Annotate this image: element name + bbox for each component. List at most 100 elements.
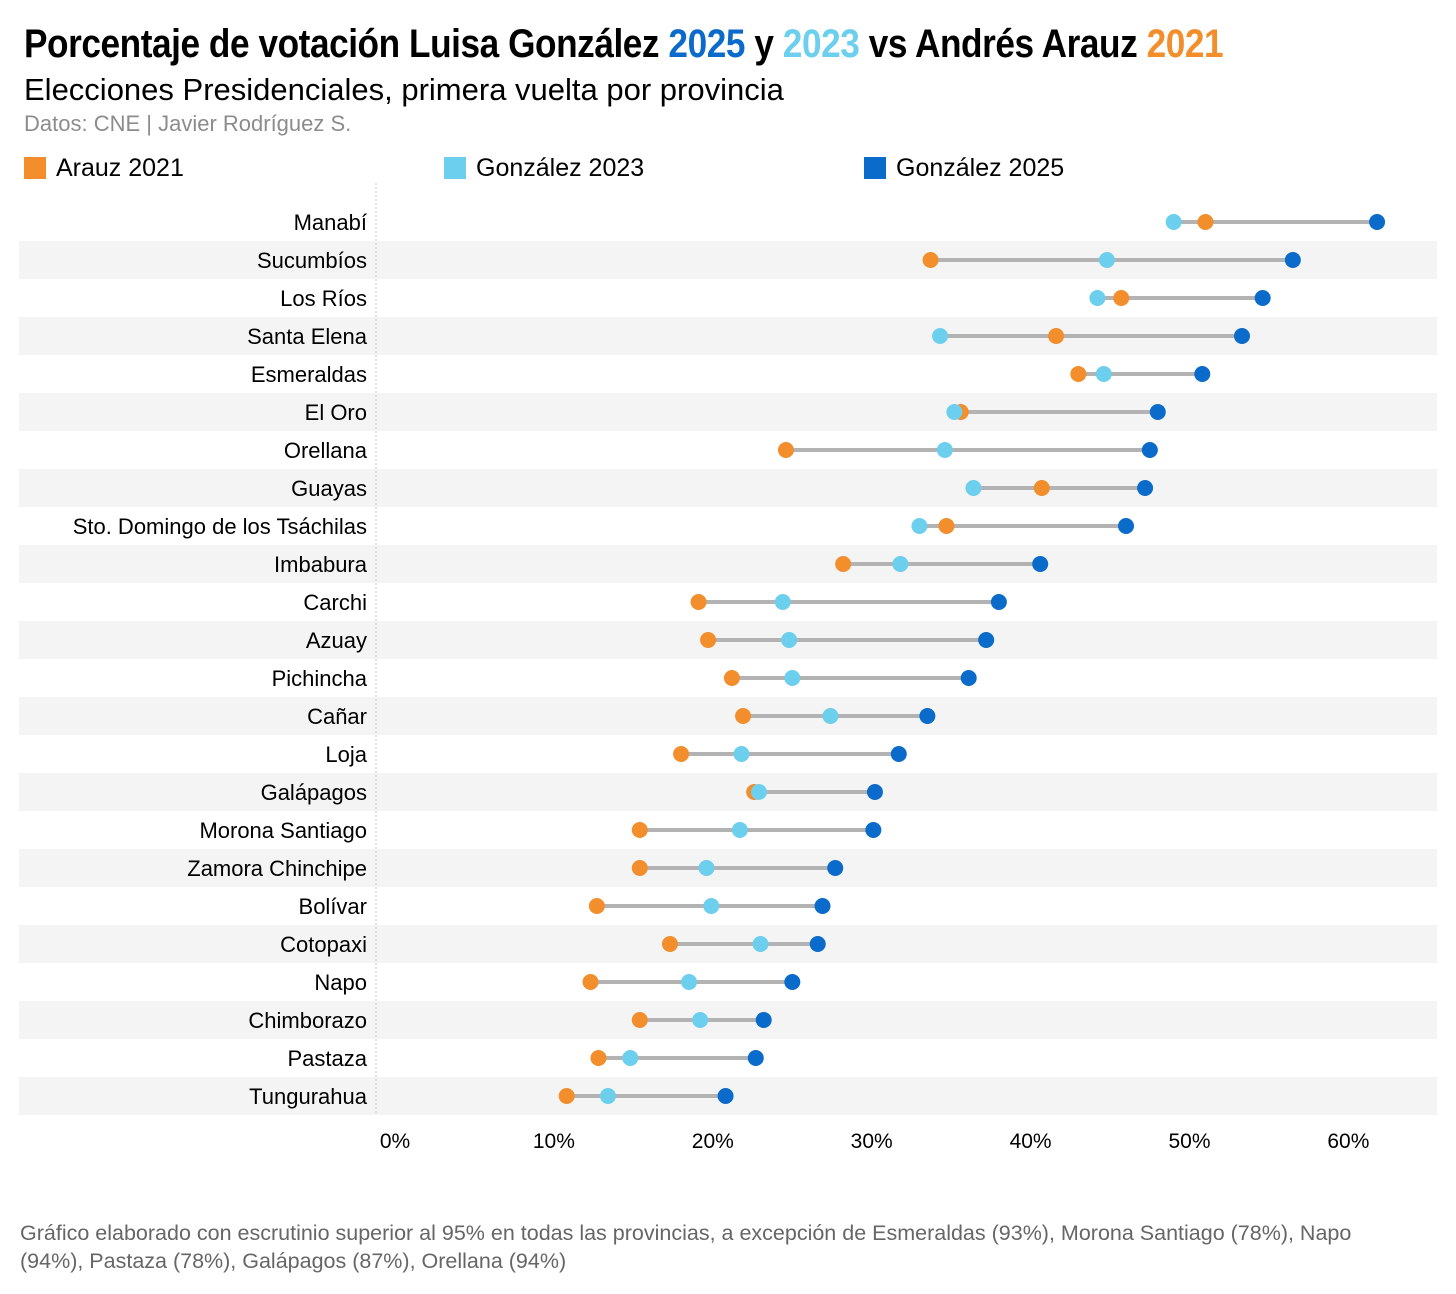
point-gonzalez-2023 (731, 822, 748, 838)
point-gonzalez-2025 (990, 594, 1007, 610)
point-gonzalez-2023 (1098, 252, 1115, 268)
point-gonzalez-2025 (827, 860, 844, 876)
point-arauz-2021 (631, 860, 648, 876)
point-gonzalez-2023 (892, 556, 909, 572)
point-gonzalez-2023 (911, 518, 928, 534)
point-gonzalez-2023 (622, 1050, 639, 1066)
category-label: Zamora Chinchipe (187, 856, 367, 881)
row-band (19, 545, 1437, 583)
point-gonzalez-2025 (1254, 290, 1271, 306)
x-tick-label: 20% (692, 1130, 734, 1153)
point-arauz-2021 (723, 670, 740, 686)
point-arauz-2021 (922, 252, 939, 268)
category-label: Manabí (294, 210, 367, 235)
chart-source: Datos: CNE | Javier Rodríguez S. (24, 111, 352, 136)
point-gonzalez-2025 (1284, 252, 1301, 268)
point-gonzalez-2023 (936, 442, 953, 458)
x-tick-label: 30% (851, 1130, 893, 1153)
x-tick-label: 10% (533, 1130, 575, 1153)
category-label: Orellana (284, 438, 368, 463)
legend-label-gonzalez-2023: González 2023 (476, 153, 645, 182)
point-gonzalez-2023 (784, 670, 801, 686)
legend-swatch-arauz-2021 (24, 157, 46, 179)
category-label: Esmeraldas (251, 362, 367, 387)
legend-item-gonzalez-2025: González 2025 (864, 154, 1064, 182)
category-label: Cañar (307, 704, 367, 729)
title-prefix: Porcentaje de votación Luisa González (24, 22, 669, 66)
legend-swatch-gonzalez-2023 (444, 157, 466, 179)
category-label: Sucumbíos (257, 248, 367, 273)
point-gonzalez-2023 (1089, 290, 1106, 306)
point-arauz-2021 (661, 936, 678, 952)
point-arauz-2021 (588, 898, 605, 914)
footnote: Gráfico elaborado con escrutinio superio… (20, 1221, 1352, 1273)
point-arauz-2021 (1197, 214, 1214, 230)
point-gonzalez-2025 (1194, 366, 1211, 382)
point-gonzalez-2025 (755, 1012, 772, 1028)
point-arauz-2021 (590, 1050, 607, 1066)
point-gonzalez-2025 (1369, 214, 1386, 230)
title-y: y (744, 22, 783, 66)
point-gonzalez-2025 (814, 898, 831, 914)
category-label: Cotopaxi (280, 932, 367, 957)
point-gonzalez-2023 (681, 974, 698, 990)
category-label: Santa Elena (247, 324, 368, 349)
category-label: Chimborazo (248, 1008, 367, 1033)
category-label: Carchi (303, 590, 367, 615)
legend-item-gonzalez-2023: González 2023 (444, 154, 644, 182)
legend-swatch-gonzalez-2025 (864, 157, 886, 179)
point-gonzalez-2025 (1137, 480, 1154, 496)
point-gonzalez-2023 (1165, 214, 1182, 230)
category-labels: Manabí Sucumbíos Los Ríos Santa Elena Esmera… (73, 210, 368, 1109)
point-arauz-2021 (835, 556, 852, 572)
point-arauz-2021 (582, 974, 599, 990)
row-band (19, 773, 1437, 811)
category-label: Azuay (306, 628, 367, 653)
point-gonzalez-2025 (1149, 404, 1166, 420)
point-gonzalez-2023 (750, 784, 767, 800)
point-gonzalez-2025 (809, 936, 826, 952)
point-gonzalez-2023 (733, 746, 750, 762)
point-gonzalez-2023 (599, 1088, 616, 1104)
category-label: El Oro (305, 400, 367, 425)
category-label: Morona Santiago (199, 818, 367, 843)
point-arauz-2021 (700, 632, 717, 648)
point-gonzalez-2025 (865, 822, 882, 838)
category-label: Napo (314, 970, 367, 995)
point-arauz-2021 (777, 442, 794, 458)
point-arauz-2021 (673, 746, 690, 762)
x-tick-label: 60% (1327, 1130, 1369, 1153)
x-tick-label: 50% (1168, 1130, 1210, 1153)
category-label: Loja (325, 742, 367, 767)
point-gonzalez-2025 (717, 1088, 734, 1104)
point-arauz-2021 (1070, 366, 1087, 382)
point-arauz-2021 (1113, 290, 1130, 306)
category-label: Galápagos (261, 780, 367, 805)
legend-label-gonzalez-2025: González 2025 (896, 153, 1065, 182)
legend-item-arauz-2021: Arauz 2021 (24, 154, 184, 182)
point-gonzalez-2023 (781, 632, 798, 648)
x-axis-ticks: 0% 10% 20% 30% 40% 50% 60% (380, 1130, 1370, 1153)
title-year-2025: 2025 (668, 22, 745, 66)
chart-subtitle: Elecciones Presidenciales, primera vuelt… (24, 72, 784, 107)
category-label: Tungurahua (249, 1084, 368, 1109)
point-gonzalez-2023 (698, 860, 715, 876)
category-label: Bolívar (299, 894, 367, 919)
point-gonzalez-2023 (774, 594, 791, 610)
point-arauz-2021 (631, 1012, 648, 1028)
title-vs: vs Andrés Arauz (859, 22, 1147, 66)
point-gonzalez-2023 (692, 1012, 709, 1028)
chart-title: Porcentaje de votación Luisa González 20… (24, 22, 1224, 67)
point-arauz-2021 (938, 518, 955, 534)
title-year-2021: 2021 (1146, 22, 1224, 66)
point-arauz-2021 (1033, 480, 1050, 496)
category-label: Pichincha (272, 666, 368, 691)
point-gonzalez-2023 (822, 708, 839, 724)
category-label: Pastaza (288, 1046, 368, 1071)
title-year-2023: 2023 (782, 22, 860, 66)
point-arauz-2021 (558, 1088, 575, 1104)
point-gonzalez-2025 (866, 784, 883, 800)
data-points (558, 214, 1386, 1104)
point-gonzalez-2023 (703, 898, 720, 914)
